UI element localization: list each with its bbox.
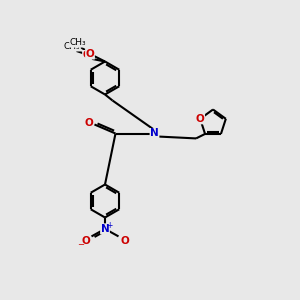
Text: O: O bbox=[196, 114, 205, 124]
Text: −: − bbox=[77, 240, 85, 249]
Text: O: O bbox=[82, 50, 91, 61]
Text: CH₃: CH₃ bbox=[64, 42, 80, 51]
Text: O: O bbox=[81, 236, 90, 246]
Text: O: O bbox=[120, 236, 129, 246]
Text: CH₃: CH₃ bbox=[70, 38, 86, 47]
Text: N: N bbox=[100, 224, 109, 234]
Text: N: N bbox=[150, 128, 159, 139]
Text: +: + bbox=[106, 221, 113, 230]
Text: O: O bbox=[85, 49, 94, 59]
Text: O: O bbox=[85, 118, 94, 128]
